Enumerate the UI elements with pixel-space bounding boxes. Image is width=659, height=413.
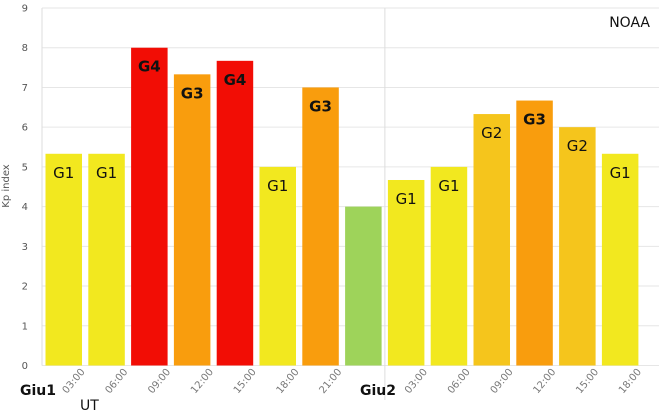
y-tick-label: 3: [22, 242, 28, 253]
x-tick-label: 15:00: [232, 367, 259, 396]
x-tick-label: 03:00: [61, 367, 88, 396]
bar-label: G2: [481, 124, 502, 142]
bar-label: G3: [181, 84, 204, 102]
bar-label: G4: [138, 58, 161, 76]
x-tick-label: 21:00: [317, 367, 344, 396]
bar: [173, 74, 211, 366]
y-tick-label: 4: [22, 202, 28, 213]
y-tick-label: 9: [22, 4, 28, 15]
bar: [131, 47, 168, 366]
bar-label: G1: [96, 164, 117, 182]
bar-label: G1: [438, 177, 459, 195]
bar: [387, 179, 425, 366]
day-label-1: Giu1: [20, 383, 56, 399]
x-tick-label: 03:00: [403, 367, 430, 396]
bar: [345, 206, 382, 366]
bar-label: G1: [610, 164, 631, 182]
bar: [88, 153, 125, 366]
y-tick-label: 2: [22, 282, 28, 293]
x-axis-ticks: 03:00 06:00 09:00 12:00 15:00 18:00 21:00 03:00…: [61, 367, 644, 396]
bar: [516, 100, 553, 366]
x-tick-label: 12:00: [531, 367, 558, 396]
y-axis-ticks: 0 1 2 3 4 5 6 7 8 9: [22, 4, 28, 373]
bar: [601, 153, 639, 366]
bar-label: G2: [567, 137, 588, 155]
bar-label: G3: [523, 111, 546, 129]
x-tick-label: 18:00: [275, 367, 302, 396]
x-axis-label: UT: [80, 398, 99, 413]
y-tick-label: 1: [22, 321, 28, 332]
x-tick-label: 06:00: [103, 367, 130, 396]
bar: [216, 60, 254, 366]
bar-label: G1: [53, 164, 74, 182]
y-tick-label: 5: [22, 162, 28, 173]
bar: [559, 127, 596, 366]
y-tick-label: 8: [22, 43, 28, 54]
x-tick-label: 15:00: [574, 367, 601, 396]
bar: [45, 153, 82, 366]
bars: [45, 47, 639, 366]
x-tick-label: 18:00: [617, 367, 644, 396]
bar: [430, 166, 468, 366]
day-label-2: Giu2: [360, 383, 396, 399]
y-tick-label: 6: [22, 123, 28, 134]
bar: [473, 114, 510, 366]
bar-label: G1: [267, 177, 288, 195]
bar-label: G3: [309, 97, 332, 115]
bar-label: G1: [396, 190, 417, 208]
y-tick-label: 0: [22, 361, 28, 372]
y-axis-label: Kp index: [1, 164, 12, 208]
x-tick-label: 06:00: [446, 367, 473, 396]
y-tick-label: 7: [22, 83, 28, 94]
x-tick-label: 12:00: [189, 367, 216, 396]
bar: [259, 166, 296, 366]
bar-label: G4: [224, 71, 247, 89]
bar-labels: G1 G1 G4 G3 G4 G1 G3 G1 G1 G2 G3 G2 G1: [53, 58, 631, 208]
x-tick-label: 09:00: [489, 367, 516, 396]
source-label: NOAA: [609, 15, 650, 31]
bar: [302, 87, 339, 366]
x-tick-label: 09:00: [146, 367, 173, 396]
